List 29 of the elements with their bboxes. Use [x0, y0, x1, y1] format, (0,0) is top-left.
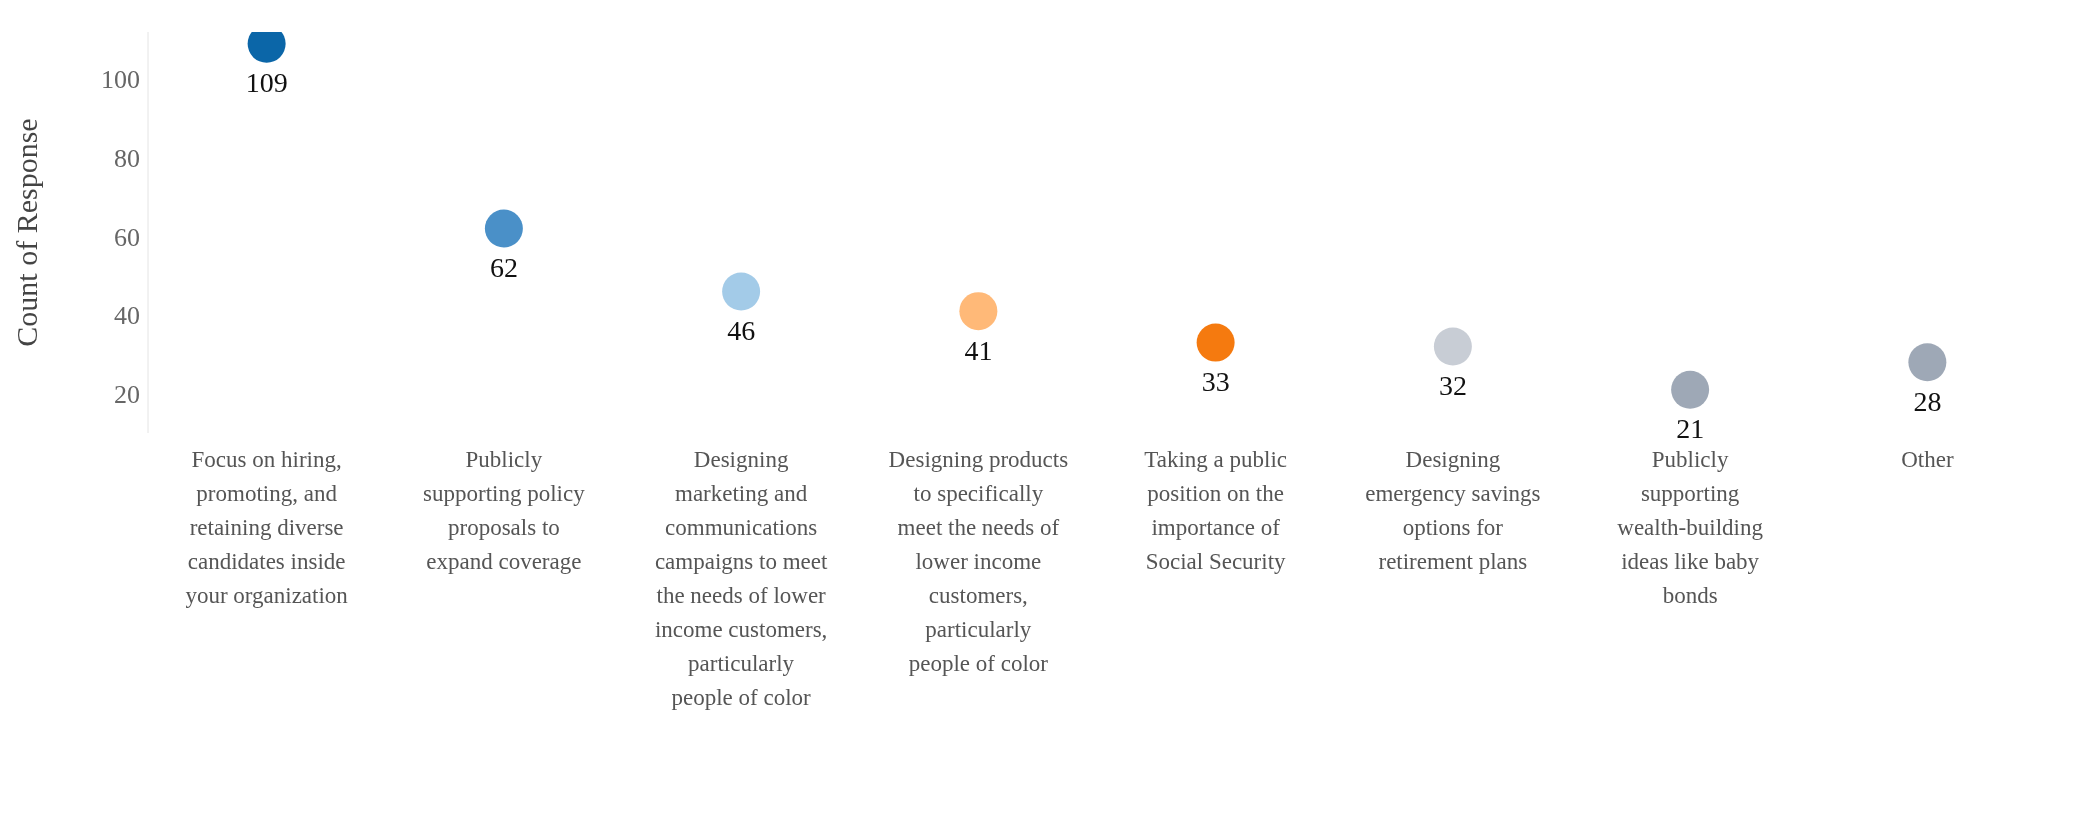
data-label: 62	[489, 251, 518, 283]
y-tick-label: 100	[101, 65, 140, 95]
y-tick-label: 40	[114, 301, 140, 331]
data-label: 21	[1676, 413, 1705, 445]
point	[722, 272, 761, 311]
x-tick-label: Publicly supporting wealth-building ideas like baby bonds	[1617, 447, 1764, 608]
y-tick-label: 20	[114, 379, 140, 409]
data-label: 28	[1913, 385, 1942, 417]
y-axis-title: Count of Response	[9, 118, 43, 347]
point	[484, 209, 523, 248]
y-tick-label: 60	[114, 222, 140, 252]
x-tick-label: Designing products to specifically meet the needs of lower income customers, particularly people of color	[888, 447, 1069, 676]
x-tick-label: Designing marketing and communications campaigns to meet the needs of lower income customers, particularly people of color	[654, 447, 828, 710]
point	[959, 292, 998, 331]
point	[1908, 343, 1947, 382]
data-label: 32	[1438, 369, 1467, 401]
y-tick-label: 80	[114, 144, 140, 174]
x-tick-label: Publicly supporting policy proposals to expand coverage	[423, 447, 586, 574]
data-label: 46	[727, 314, 756, 346]
x-tick-label: Taking a public position on the importance of Social Security	[1144, 447, 1287, 574]
x-tick-label: Other	[1901, 447, 1954, 472]
data-label: 33	[1201, 365, 1230, 397]
point	[1196, 323, 1235, 362]
point	[1671, 370, 1710, 409]
x-tick-label: Designing emergency savings options for retirement plans	[1365, 447, 1541, 574]
data-label: 109	[245, 67, 288, 99]
x-tick-label: Focus on hiring, promoting, and retaining diverse candidates inside your organization	[185, 447, 349, 608]
point	[1433, 327, 1472, 366]
data-label: 41	[964, 334, 993, 366]
